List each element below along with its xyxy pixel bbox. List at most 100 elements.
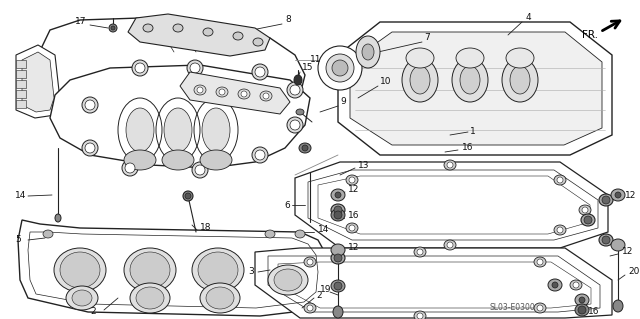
Ellipse shape bbox=[54, 248, 106, 292]
Ellipse shape bbox=[263, 93, 269, 99]
Ellipse shape bbox=[326, 54, 354, 82]
Ellipse shape bbox=[414, 311, 426, 319]
Ellipse shape bbox=[206, 287, 234, 309]
Ellipse shape bbox=[335, 192, 341, 198]
Ellipse shape bbox=[253, 38, 263, 46]
Ellipse shape bbox=[554, 225, 566, 235]
Bar bbox=[16, 90, 26, 98]
Ellipse shape bbox=[299, 143, 311, 153]
Polygon shape bbox=[255, 248, 612, 318]
Ellipse shape bbox=[349, 177, 355, 183]
Text: 9: 9 bbox=[340, 98, 346, 107]
Ellipse shape bbox=[510, 66, 530, 94]
Polygon shape bbox=[50, 65, 310, 168]
Ellipse shape bbox=[252, 147, 268, 163]
Text: 19: 19 bbox=[320, 286, 332, 294]
Ellipse shape bbox=[615, 192, 621, 198]
Ellipse shape bbox=[456, 48, 484, 68]
Ellipse shape bbox=[611, 239, 625, 251]
Ellipse shape bbox=[331, 204, 345, 216]
Ellipse shape bbox=[581, 214, 595, 226]
Polygon shape bbox=[16, 45, 60, 118]
Ellipse shape bbox=[296, 109, 304, 115]
Bar bbox=[16, 100, 26, 108]
Text: 13: 13 bbox=[358, 160, 369, 169]
Ellipse shape bbox=[557, 227, 563, 233]
Polygon shape bbox=[32, 18, 305, 122]
Ellipse shape bbox=[290, 85, 300, 95]
Ellipse shape bbox=[190, 63, 200, 73]
Text: 7: 7 bbox=[424, 33, 429, 42]
Ellipse shape bbox=[362, 44, 374, 60]
Ellipse shape bbox=[570, 280, 582, 290]
Ellipse shape bbox=[187, 60, 203, 76]
Ellipse shape bbox=[402, 58, 438, 102]
Ellipse shape bbox=[410, 66, 430, 94]
Polygon shape bbox=[295, 162, 608, 248]
Ellipse shape bbox=[295, 230, 305, 238]
Text: FR.: FR. bbox=[582, 30, 598, 40]
Ellipse shape bbox=[333, 306, 343, 318]
Text: 16: 16 bbox=[348, 211, 360, 219]
Ellipse shape bbox=[200, 283, 240, 313]
Ellipse shape bbox=[192, 248, 244, 292]
Ellipse shape bbox=[82, 140, 98, 156]
Ellipse shape bbox=[534, 257, 546, 267]
Ellipse shape bbox=[125, 163, 135, 173]
Ellipse shape bbox=[194, 85, 206, 95]
Ellipse shape bbox=[599, 194, 613, 206]
Text: 12: 12 bbox=[348, 186, 360, 195]
Ellipse shape bbox=[255, 67, 265, 77]
Ellipse shape bbox=[162, 150, 194, 170]
Ellipse shape bbox=[197, 87, 203, 93]
Bar bbox=[16, 70, 26, 78]
Ellipse shape bbox=[602, 236, 610, 244]
Ellipse shape bbox=[552, 282, 558, 288]
Ellipse shape bbox=[331, 209, 345, 221]
Ellipse shape bbox=[334, 206, 342, 214]
Ellipse shape bbox=[579, 297, 585, 303]
Text: 5: 5 bbox=[15, 235, 20, 244]
Text: 2: 2 bbox=[316, 291, 322, 300]
Text: 2: 2 bbox=[90, 308, 95, 316]
Polygon shape bbox=[338, 22, 612, 155]
Ellipse shape bbox=[414, 247, 426, 257]
Ellipse shape bbox=[126, 108, 154, 152]
Ellipse shape bbox=[198, 252, 238, 288]
Ellipse shape bbox=[579, 205, 591, 215]
Text: 12: 12 bbox=[348, 243, 360, 253]
Text: 4: 4 bbox=[526, 13, 532, 23]
Ellipse shape bbox=[502, 58, 538, 102]
Ellipse shape bbox=[307, 259, 313, 265]
Ellipse shape bbox=[294, 75, 302, 85]
Ellipse shape bbox=[290, 120, 300, 130]
Ellipse shape bbox=[124, 248, 176, 292]
Ellipse shape bbox=[331, 252, 345, 264]
Ellipse shape bbox=[444, 160, 456, 170]
Text: 16: 16 bbox=[588, 308, 600, 316]
Ellipse shape bbox=[164, 108, 192, 152]
Ellipse shape bbox=[130, 252, 170, 288]
Ellipse shape bbox=[447, 162, 453, 168]
Ellipse shape bbox=[135, 63, 145, 73]
Ellipse shape bbox=[302, 145, 308, 151]
Ellipse shape bbox=[452, 58, 488, 102]
Bar bbox=[16, 80, 26, 88]
Ellipse shape bbox=[447, 242, 453, 248]
Text: 8: 8 bbox=[285, 16, 291, 25]
Ellipse shape bbox=[331, 189, 345, 201]
Ellipse shape bbox=[334, 254, 342, 262]
Ellipse shape bbox=[460, 66, 480, 94]
Polygon shape bbox=[350, 32, 602, 145]
Ellipse shape bbox=[265, 230, 275, 238]
Ellipse shape bbox=[233, 32, 243, 40]
Ellipse shape bbox=[573, 282, 579, 288]
Ellipse shape bbox=[417, 313, 423, 319]
Ellipse shape bbox=[274, 269, 302, 291]
Ellipse shape bbox=[548, 279, 562, 291]
Ellipse shape bbox=[66, 286, 98, 310]
Ellipse shape bbox=[252, 64, 268, 80]
Ellipse shape bbox=[287, 117, 303, 133]
Polygon shape bbox=[128, 14, 270, 56]
Ellipse shape bbox=[554, 175, 566, 185]
